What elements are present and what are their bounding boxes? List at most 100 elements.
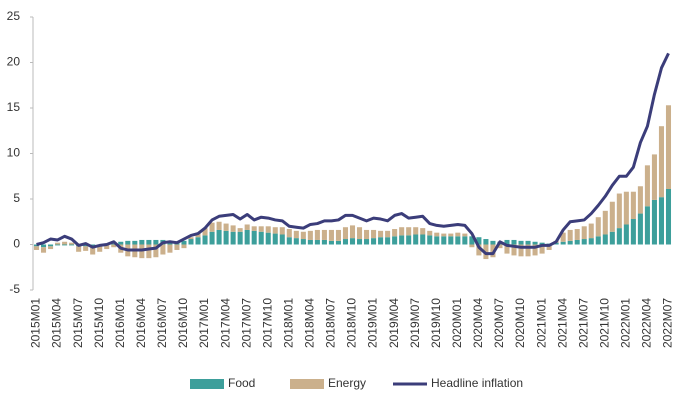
bar [644, 165, 650, 207]
bar [55, 242, 61, 245]
bar [392, 229, 398, 237]
bar [595, 236, 601, 245]
bar [427, 235, 433, 245]
bar [111, 243, 117, 245]
bar [469, 244, 475, 248]
bar [420, 234, 426, 245]
bar [546, 244, 552, 250]
bar [574, 239, 580, 245]
y-tick-label: 25 [7, 9, 21, 23]
bar [448, 233, 454, 237]
bar [314, 229, 320, 240]
bar [581, 239, 587, 245]
bar [469, 236, 475, 245]
bar [630, 191, 636, 220]
bar [637, 213, 643, 245]
bar [335, 229, 341, 241]
bar [609, 231, 615, 245]
line [36, 52, 670, 256]
x-tick-label: 2017M07 [239, 298, 253, 348]
x-tick-label: 2017M04 [218, 298, 232, 348]
bar [209, 222, 215, 232]
bar [83, 246, 89, 251]
y-tick-label: 15 [7, 100, 21, 114]
bar [560, 241, 566, 245]
bar [202, 235, 208, 245]
bar [188, 237, 194, 240]
bar [293, 230, 299, 239]
bar [272, 233, 278, 245]
bar [328, 240, 334, 245]
bar [342, 227, 349, 240]
bar [97, 245, 103, 252]
bar [251, 226, 257, 231]
bar [251, 230, 257, 245]
bar [258, 226, 264, 232]
bar [62, 241, 68, 245]
legend-swatch [290, 379, 324, 389]
bar [272, 227, 278, 234]
bar [125, 240, 131, 245]
bar [118, 241, 124, 245]
x-tick-label: 2020M04 [471, 298, 485, 348]
bar [665, 188, 672, 245]
bar [167, 244, 173, 253]
bar [307, 239, 313, 245]
bar [378, 237, 384, 245]
bar [181, 240, 187, 245]
bar [209, 231, 215, 245]
bar [230, 225, 236, 232]
bar [448, 236, 454, 245]
bar [83, 244, 89, 247]
bar [371, 229, 377, 239]
bar [553, 242, 559, 245]
bar [567, 240, 573, 245]
x-tick-label: 2016M01 [113, 298, 127, 348]
bar [581, 226, 587, 240]
bar [69, 242, 75, 245]
bar [518, 240, 524, 245]
x-tick-label: 2018M07 [324, 298, 338, 348]
x-tick-label: 2015M04 [50, 298, 64, 348]
bar [293, 238, 299, 245]
bar [441, 233, 447, 237]
legend-swatch [190, 379, 224, 389]
legend-label: Headline inflation [431, 376, 523, 390]
x-tick-label: 2021M01 [534, 298, 548, 348]
bar [644, 206, 650, 245]
bar [525, 240, 531, 245]
bar [342, 239, 349, 245]
bar [476, 244, 482, 256]
bar [567, 229, 573, 241]
x-tick-label: 2016M04 [134, 298, 148, 348]
bar [574, 229, 580, 240]
bar [146, 239, 152, 245]
x-tick-label: 2015M10 [92, 298, 106, 348]
bar [525, 244, 531, 257]
bar [160, 244, 166, 255]
bar [202, 228, 208, 236]
bar [588, 223, 594, 239]
bar [455, 236, 461, 245]
x-tick-label: 2022M04 [640, 298, 654, 348]
bar [462, 236, 468, 245]
bar [356, 239, 363, 245]
bar [539, 244, 545, 254]
bar [483, 239, 489, 245]
bar [153, 244, 159, 258]
x-tick-label: 2016M10 [176, 298, 190, 348]
bar [588, 238, 594, 245]
bar [441, 236, 447, 245]
bar [504, 239, 510, 245]
bar [48, 246, 54, 250]
bar [321, 229, 327, 240]
bar [602, 234, 608, 245]
bar [62, 244, 68, 246]
bar [223, 223, 229, 231]
bar [174, 244, 180, 250]
bar [623, 191, 629, 225]
bar [392, 236, 398, 245]
x-tick-label: 2020M10 [513, 298, 527, 348]
bar [244, 229, 250, 245]
